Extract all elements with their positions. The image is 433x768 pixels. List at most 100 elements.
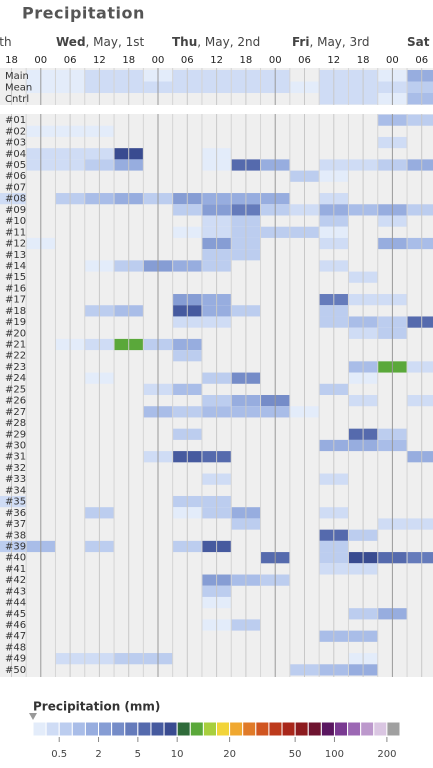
row-label: #14 <box>5 261 26 272</box>
cell <box>407 395 433 407</box>
colorbar-segment <box>84 721 100 737</box>
cell <box>407 93 433 105</box>
time-label: 18 <box>5 55 18 66</box>
colorbar: 0.5 2 5 10 20 50 100 200 <box>32 721 401 760</box>
row-label: #18 <box>5 306 26 317</box>
row-label: #06 <box>5 171 26 182</box>
colorbar-segment <box>255 721 270 737</box>
row-label: #01 <box>5 115 26 126</box>
row-label: #48 <box>5 642 26 653</box>
row-label: #40 <box>5 553 26 564</box>
colorbar-tick-label: 10 <box>171 749 184 760</box>
row-label: Mean <box>5 82 32 93</box>
row-label: #49 <box>5 654 26 665</box>
colorbar-tick-label: 20 <box>223 749 236 760</box>
colorbar-tick-label: 0.5 <box>51 749 67 760</box>
row-label: #39 <box>5 541 26 552</box>
colorbar-segment <box>58 721 73 737</box>
row-label: #34 <box>5 485 26 496</box>
cell <box>0 193 27 205</box>
time-label: 12 <box>327 55 340 66</box>
day-date: , May, 2nd <box>197 35 260 49</box>
time-label: 12 <box>210 55 223 66</box>
row-label: #09 <box>5 205 26 216</box>
row-label: #37 <box>5 519 26 530</box>
day-name: Thu <box>172 35 197 49</box>
time-label: 12 <box>93 55 106 66</box>
colorbar-segment <box>98 721 113 737</box>
cell <box>407 159 433 171</box>
row-label: #31 <box>5 452 26 463</box>
day-label: Thu, May, 2nd <box>172 35 260 49</box>
cell <box>407 81 433 93</box>
cell <box>407 361 433 373</box>
time-label: 00 <box>34 55 47 66</box>
colorbar-tick-label: 50 <box>289 749 302 760</box>
row-label: #17 <box>5 295 26 306</box>
chart-title: Precipitation <box>22 4 145 23</box>
colorbar-title: Precipitation (mm) <box>33 700 160 714</box>
day-date: , May, 1st <box>86 35 145 49</box>
colorbar-tick-label: 200 <box>377 749 396 760</box>
colorbar-segment <box>124 721 139 737</box>
row-label: Main <box>5 71 29 82</box>
row-label: #21 <box>5 340 26 351</box>
cell <box>407 204 433 216</box>
colorbar-segment <box>176 721 191 737</box>
labels: 18000612180006121800061218000630thWed, M… <box>0 35 430 676</box>
colorbar-segment <box>320 721 335 737</box>
row-label: #02 <box>5 126 26 137</box>
cell <box>407 237 433 250</box>
colorbar-segment <box>294 721 309 737</box>
day-date: 30th <box>0 35 12 49</box>
grid <box>11 68 423 677</box>
row-label: Cntrl <box>5 94 29 105</box>
row-label: #20 <box>5 328 26 339</box>
day-name: Wed <box>56 35 86 49</box>
row-label: #08 <box>5 194 26 205</box>
time-label: 06 <box>64 55 77 66</box>
row-label: #26 <box>5 396 26 407</box>
cell <box>407 552 433 564</box>
row-label: #15 <box>5 272 26 283</box>
row-label: #47 <box>5 631 26 642</box>
row-label: #23 <box>5 362 26 373</box>
row-label: #22 <box>5 351 26 362</box>
row-label: #25 <box>5 384 26 395</box>
cell <box>407 451 433 463</box>
time-label: 00 <box>269 55 282 66</box>
colorbar-segment <box>150 721 165 737</box>
colorbar-segment <box>163 721 178 737</box>
colorbar-segment <box>242 721 257 737</box>
row-label: #11 <box>5 227 26 238</box>
colorbar-marker <box>29 713 37 720</box>
row-label: #03 <box>5 138 26 149</box>
time-label: 18 <box>122 55 135 66</box>
row-label: #10 <box>5 216 26 227</box>
row-label: #42 <box>5 575 26 586</box>
time-label: 06 <box>181 55 194 66</box>
day-name: Fri <box>292 35 309 49</box>
colorbar-segment <box>307 721 322 737</box>
colorbar-segment <box>281 721 296 737</box>
colorbar-segment <box>137 721 152 737</box>
cell <box>407 114 433 126</box>
row-label: #38 <box>5 530 26 541</box>
row-label: #32 <box>5 463 26 474</box>
row-label: #24 <box>5 373 26 384</box>
row-label: #35 <box>5 497 26 508</box>
row-label: #29 <box>5 429 26 440</box>
colorbar-segment <box>32 721 47 737</box>
row-label: #45 <box>5 609 26 620</box>
colorbar-segment <box>216 721 231 737</box>
day-label: 30th <box>0 35 12 49</box>
colorbar-segment <box>229 721 244 737</box>
colorbar-segment <box>202 721 217 737</box>
row-label: #44 <box>5 598 26 609</box>
row-label: #30 <box>5 440 26 451</box>
colorbar-segment <box>347 721 362 737</box>
cell <box>407 70 433 82</box>
colorbar-segment <box>189 721 204 737</box>
